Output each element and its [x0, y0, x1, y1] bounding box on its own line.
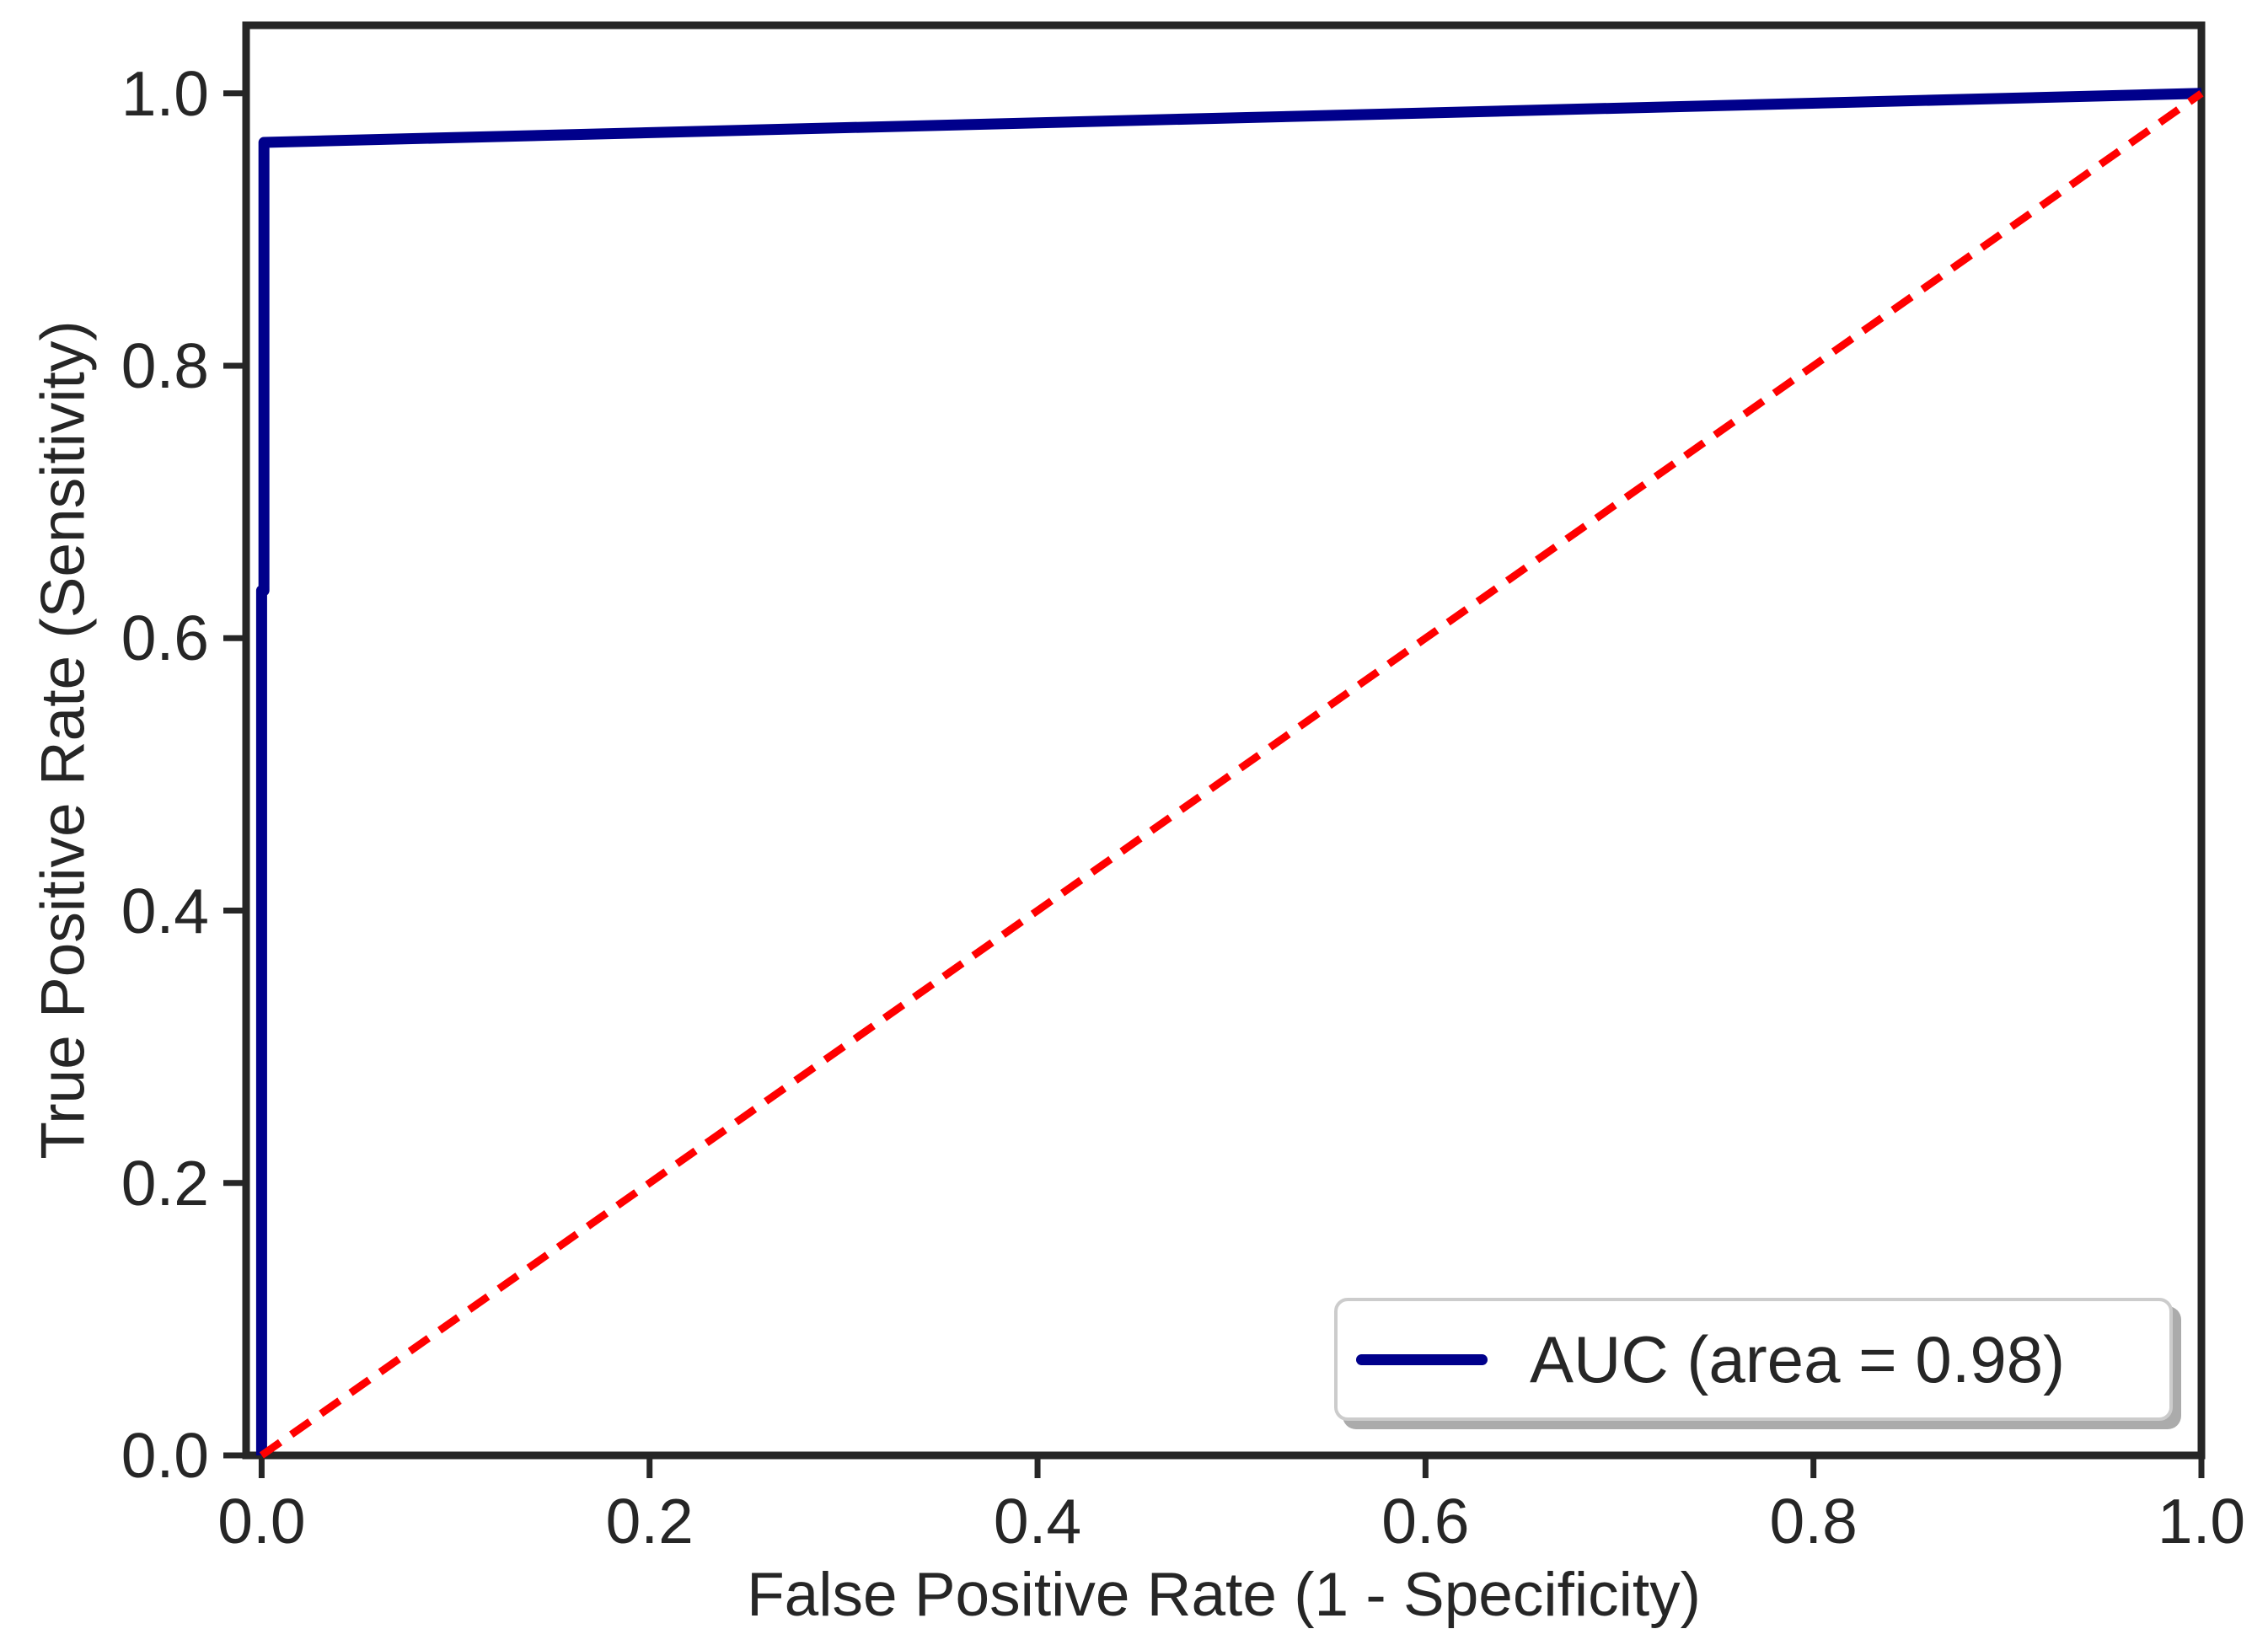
x-tick-label: 0.0 [217, 1486, 306, 1557]
y-tick-label: 0.4 [121, 875, 209, 946]
legend-line-swatch-auc [1356, 1353, 1488, 1365]
y-tick-label: 1.0 [121, 57, 209, 129]
x-tick-label: 0.6 [1381, 1486, 1470, 1557]
y-tick-label: 0.0 [121, 1420, 209, 1491]
x-tick-label: 0.2 [605, 1486, 694, 1557]
plot-spines [242, 21, 2206, 1460]
chance-diagonal [259, 90, 2204, 1459]
x-tick-label: 0.4 [993, 1486, 1082, 1557]
x-tick-label: 1.0 [2157, 1486, 2246, 1557]
y-tick-label: 0.2 [121, 1147, 209, 1219]
y-axis-title: True Positive Rate (Sensitivity) [29, 320, 98, 1160]
legend: AUC (area = 0.98) [1334, 1298, 2173, 1421]
x-tick-label: 0.8 [1769, 1486, 1858, 1557]
x-axis-title: False Positive Rate (1 - Specificity) [747, 1561, 1701, 1629]
legend-label-auc: AUC (area = 0.98) [1530, 1321, 2066, 1396]
y-tick-label: 0.8 [121, 330, 209, 402]
y-tick-label: 0.6 [121, 603, 209, 674]
roc-curve [255, 88, 2202, 1455]
